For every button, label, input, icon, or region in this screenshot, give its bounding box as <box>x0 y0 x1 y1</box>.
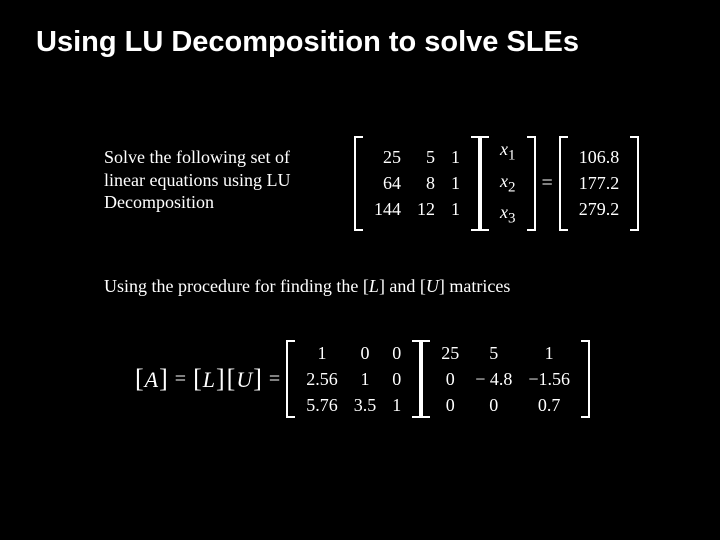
cell: 0 <box>384 366 409 392</box>
equals-sign: = <box>263 368 286 391</box>
page-title: Using LU Decomposition to solve SLEs <box>36 26 579 59</box>
cell: 177.2 <box>571 170 628 196</box>
text: Using the procedure for finding the [ <box>104 276 369 296</box>
bracket-icon <box>630 136 639 231</box>
cell: 144 <box>366 196 409 222</box>
table-row: x1 <box>492 136 524 168</box>
cell: 0 <box>384 340 409 366</box>
equation-lu: [A] = [L][U] = 1 0 0 2.56 1 0 5.76 3.5 1 <box>134 340 590 418</box>
table-row: 144 12 1 <box>366 196 468 222</box>
cell: 0 <box>433 366 467 392</box>
bracket-icon <box>354 136 363 231</box>
text: U <box>426 276 439 296</box>
table-row: 64 8 1 <box>366 170 468 196</box>
cell: 3.5 <box>346 392 385 418</box>
cell: 279.2 <box>571 196 628 222</box>
bracket-icon <box>421 340 430 418</box>
table-row: 177.2 <box>571 170 628 196</box>
procedure-text: Using the procedure for finding the [L] … <box>104 276 510 297</box>
text: ] and [ <box>379 276 426 296</box>
bracket-icon <box>559 136 568 231</box>
lhs-L: [L] <box>192 364 226 394</box>
table-row: 1 0 0 <box>298 340 409 366</box>
equals-sign: = <box>536 172 559 195</box>
table-row: 0 0 0.7 <box>433 392 578 418</box>
vector-b: 106.8 177.2 279.2 <box>571 144 628 222</box>
cell: 1 <box>384 392 409 418</box>
cell: 0 <box>433 392 467 418</box>
cell: 64 <box>366 170 409 196</box>
bracket-icon <box>471 136 480 231</box>
cell: 5.76 <box>298 392 346 418</box>
bracket-icon <box>527 136 536 231</box>
cell: 1 <box>443 196 468 222</box>
table-row: 0 − 4.8 −1.56 <box>433 366 578 392</box>
cell: 0.7 <box>520 392 578 418</box>
cell: 0 <box>346 340 385 366</box>
cell: 1 <box>298 340 346 366</box>
cell: x1 <box>492 136 524 168</box>
cell: 0 <box>467 392 520 418</box>
lhs-U: [U] <box>226 364 263 394</box>
vector-x: x1 x2 x3 <box>492 136 524 231</box>
cell: 5 <box>409 144 443 170</box>
cell: 5 <box>467 340 520 366</box>
table-row: 5.76 3.5 1 <box>298 392 409 418</box>
lhs-A: [A] <box>134 364 169 394</box>
matrix-A: 25 5 1 64 8 1 144 12 1 <box>366 144 468 222</box>
matrix-U: 25 5 1 0 − 4.8 −1.56 0 0 0.7 <box>433 340 578 418</box>
text: L <box>369 276 379 296</box>
matrix-L: 1 0 0 2.56 1 0 5.76 3.5 1 <box>298 340 409 418</box>
table-row: 25 5 1 <box>366 144 468 170</box>
slide: Using LU Decomposition to solve SLEs Sol… <box>0 0 720 540</box>
cell: x3 <box>492 199 524 231</box>
cell: 106.8 <box>571 144 628 170</box>
table-row: 25 5 1 <box>433 340 578 366</box>
cell: 1 <box>346 366 385 392</box>
cell: 25 <box>366 144 409 170</box>
table-row: x2 <box>492 168 524 200</box>
cell: 12 <box>409 196 443 222</box>
cell: −1.56 <box>520 366 578 392</box>
cell: − 4.8 <box>467 366 520 392</box>
table-row: 2.56 1 0 <box>298 366 409 392</box>
bracket-icon <box>480 136 489 231</box>
table-row: x3 <box>492 199 524 231</box>
bracket-icon <box>412 340 421 418</box>
table-row: 279.2 <box>571 196 628 222</box>
cell: 1 <box>443 144 468 170</box>
cell: 2.56 <box>298 366 346 392</box>
intro-text: Solve the following set of linear equati… <box>104 146 318 214</box>
cell: x2 <box>492 168 524 200</box>
cell: 8 <box>409 170 443 196</box>
table-row: 106.8 <box>571 144 628 170</box>
bracket-icon <box>286 340 295 418</box>
text: ] matrices <box>439 276 510 296</box>
bracket-icon <box>581 340 590 418</box>
cell: 25 <box>433 340 467 366</box>
cell: 1 <box>520 340 578 366</box>
cell: 1 <box>443 170 468 196</box>
equation-system: 25 5 1 64 8 1 144 12 1 x1 x2 x3 = <box>354 136 639 231</box>
equals-sign: = <box>169 368 192 391</box>
